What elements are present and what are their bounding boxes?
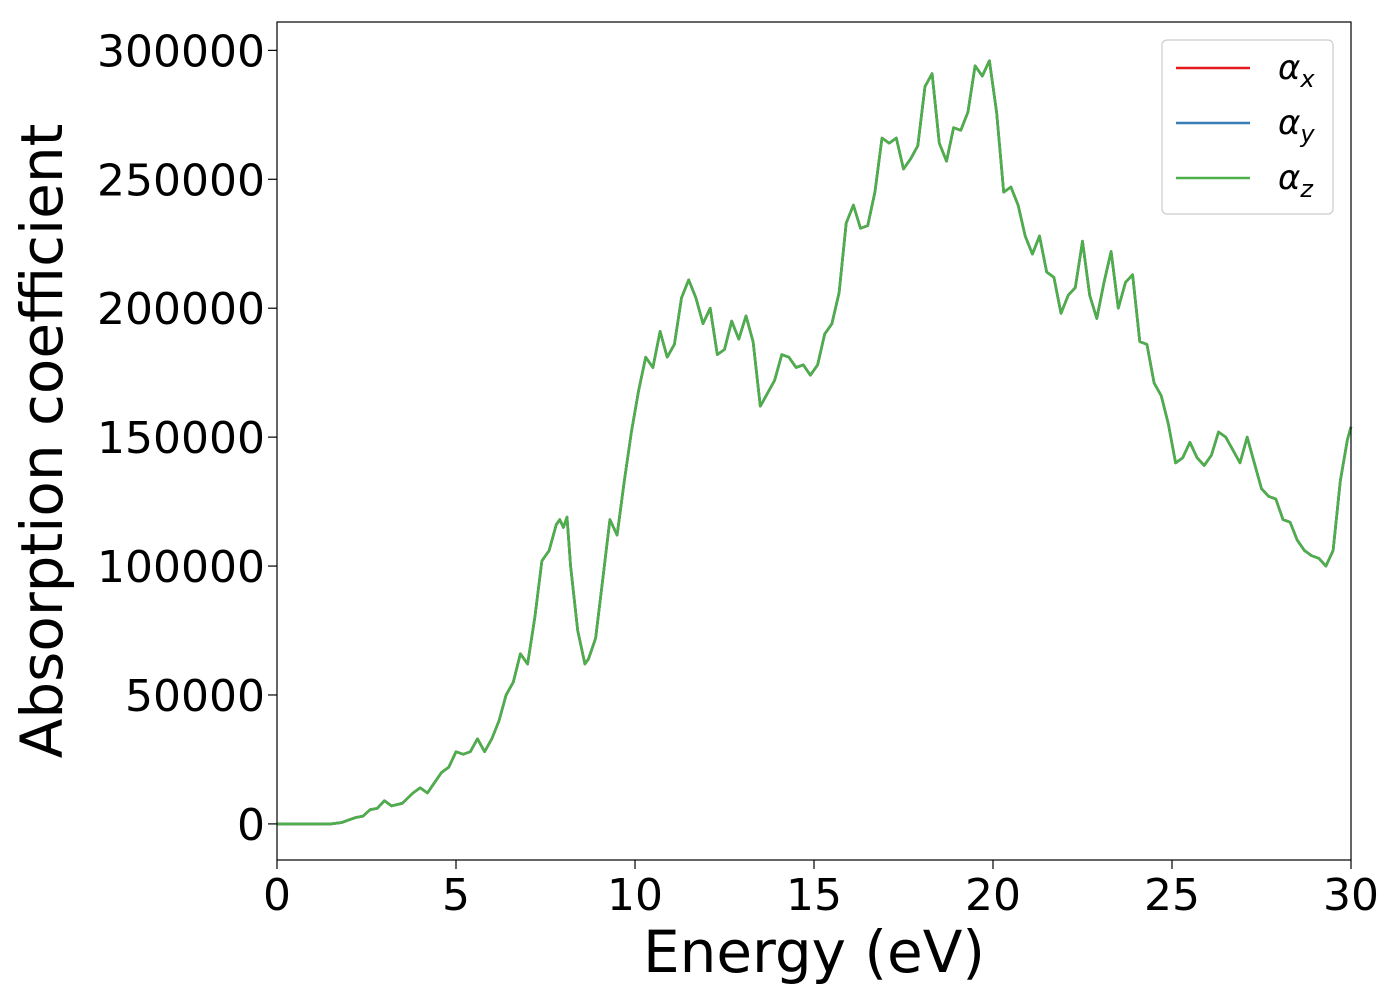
plot-lines <box>277 59 1353 826</box>
x-tick-label: 25 <box>1144 870 1200 921</box>
y-tick-label: 100000 <box>97 542 265 593</box>
y-tick-label: 250000 <box>97 155 265 206</box>
x-tick-label: 0 <box>263 870 291 921</box>
x-tick-label: 15 <box>786 870 842 921</box>
x-tick-label: 10 <box>607 870 663 921</box>
x-axis-label: Energy (eV) <box>643 918 985 986</box>
legend: αx αy αz <box>1161 39 1334 215</box>
y-tick-label: 300000 <box>97 26 265 77</box>
legend-box <box>1161 39 1334 215</box>
x-tick-label: 30 <box>1323 870 1379 921</box>
y-tick-label: 50000 <box>125 671 265 722</box>
y-axis-label: Absorption coefficient <box>8 124 76 759</box>
series-line-z <box>277 59 1353 826</box>
legend-label-y: αy <box>1278 103 1315 148</box>
y-tick-label: 200000 <box>97 284 265 335</box>
legend-label-z: αz <box>1278 158 1314 203</box>
y-axis: 0 50000 100000 150000 200000 250000 300000 <box>97 26 277 851</box>
y-tick-label: 0 <box>237 800 265 851</box>
x-tick-label: 5 <box>442 870 470 921</box>
x-tick-label: 20 <box>965 870 1021 921</box>
x-axis: 0 5 10 15 20 25 30 <box>263 860 1379 921</box>
y-tick-label: 150000 <box>97 413 265 464</box>
legend-label-x: αx <box>1278 48 1315 93</box>
